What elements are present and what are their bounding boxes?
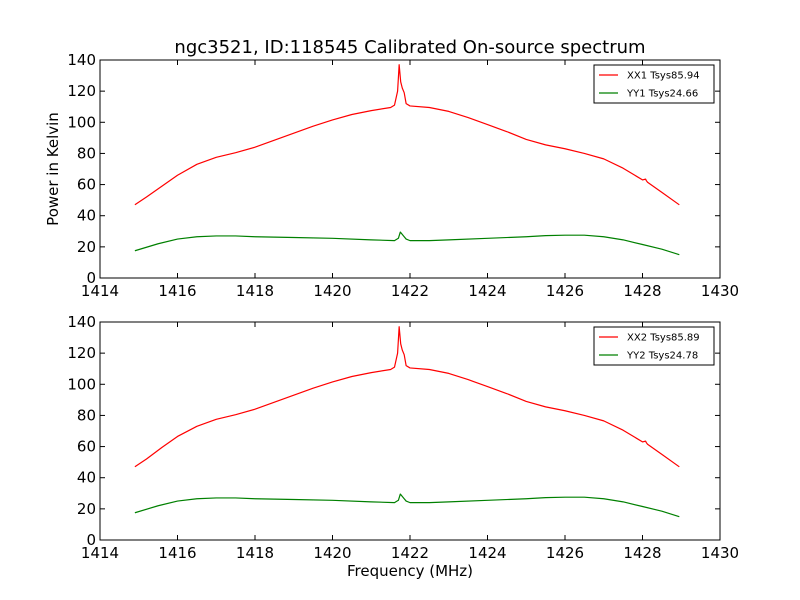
y-tick-label: 100: [67, 375, 96, 393]
series-line-yy: [134, 231, 680, 256]
x-tick-label: 1422: [391, 282, 429, 300]
y-tick-label: 40: [77, 469, 96, 487]
x-tick-label: 1416: [158, 544, 196, 562]
y-tick-label: 60: [77, 438, 96, 456]
legend-box: [593, 326, 715, 366]
x-tick-label: 1430: [701, 282, 739, 300]
y-tick-label: 40: [77, 207, 96, 225]
figure-title: ngc3521, ID:118545 Calibrated On-source …: [174, 37, 645, 58]
y-tick-label: 80: [77, 406, 96, 424]
y-tick-label: 20: [77, 238, 96, 256]
legend: XX2 Tsys85.89 YY2 Tsys24.78: [593, 326, 715, 366]
y-tick-label: 140: [67, 313, 96, 331]
x-tick-label: 1426: [546, 282, 584, 300]
y-tick-label: 80: [77, 144, 96, 162]
series-line-xx: [134, 64, 680, 206]
x-tick-label: 1420: [313, 544, 351, 562]
legend-label-xx: XX2 Tsys85.89: [627, 333, 700, 344]
x-tick-label: 1418: [236, 544, 274, 562]
x-axis-label: Frequency (MHz): [347, 562, 473, 580]
x-tick-label: 1420: [313, 282, 351, 300]
y-tick-label: 60: [77, 176, 96, 194]
x-tick-label: 1426: [546, 544, 584, 562]
x-tick-label: 1424: [468, 282, 506, 300]
x-tick-label: 1414: [81, 544, 119, 562]
x-tick-label: 1428: [623, 282, 661, 300]
y-tick-label: 0: [86, 531, 96, 549]
legend-label-yy: YY2 Tsys24.78: [626, 351, 698, 362]
x-tick-label: 1428: [623, 544, 661, 562]
legend-label-yy: YY1 Tsys24.66: [626, 89, 698, 100]
y-tick-label: 120: [67, 82, 96, 100]
series-line-xx: [134, 326, 680, 468]
y-tick-label: 140: [67, 51, 96, 69]
legend-box: [593, 64, 715, 104]
x-tick-label: 1422: [391, 544, 429, 562]
bottom-panel-xx2-yy2: 1414 1416 1418 1420 1422 1424 1426 1428 1430 0 20 4…: [67, 313, 739, 562]
y-tick-label: 120: [67, 344, 96, 362]
y-tick-label: 100: [67, 113, 96, 131]
series-line-yy: [134, 493, 680, 518]
x-tick-label: 1416: [158, 282, 196, 300]
top-panel-xx1-yy1: 1414 1416 1418 1420 1422 1424 1426 1428 1430 0 20 4…: [67, 51, 739, 300]
y-axis-label: Power in Kelvin: [44, 112, 62, 226]
x-tick-label: 1418: [236, 282, 274, 300]
y-tick-label: 20: [77, 500, 96, 518]
x-tick-label: 1430: [701, 544, 739, 562]
legend-label-xx: XX1 Tsys85.94: [627, 71, 700, 82]
legend: XX1 Tsys85.94 YY1 Tsys24.66: [593, 64, 715, 104]
x-tick-label: 1414: [81, 282, 119, 300]
x-tick-label: 1424: [468, 544, 506, 562]
y-tick-label: 0: [86, 269, 96, 287]
